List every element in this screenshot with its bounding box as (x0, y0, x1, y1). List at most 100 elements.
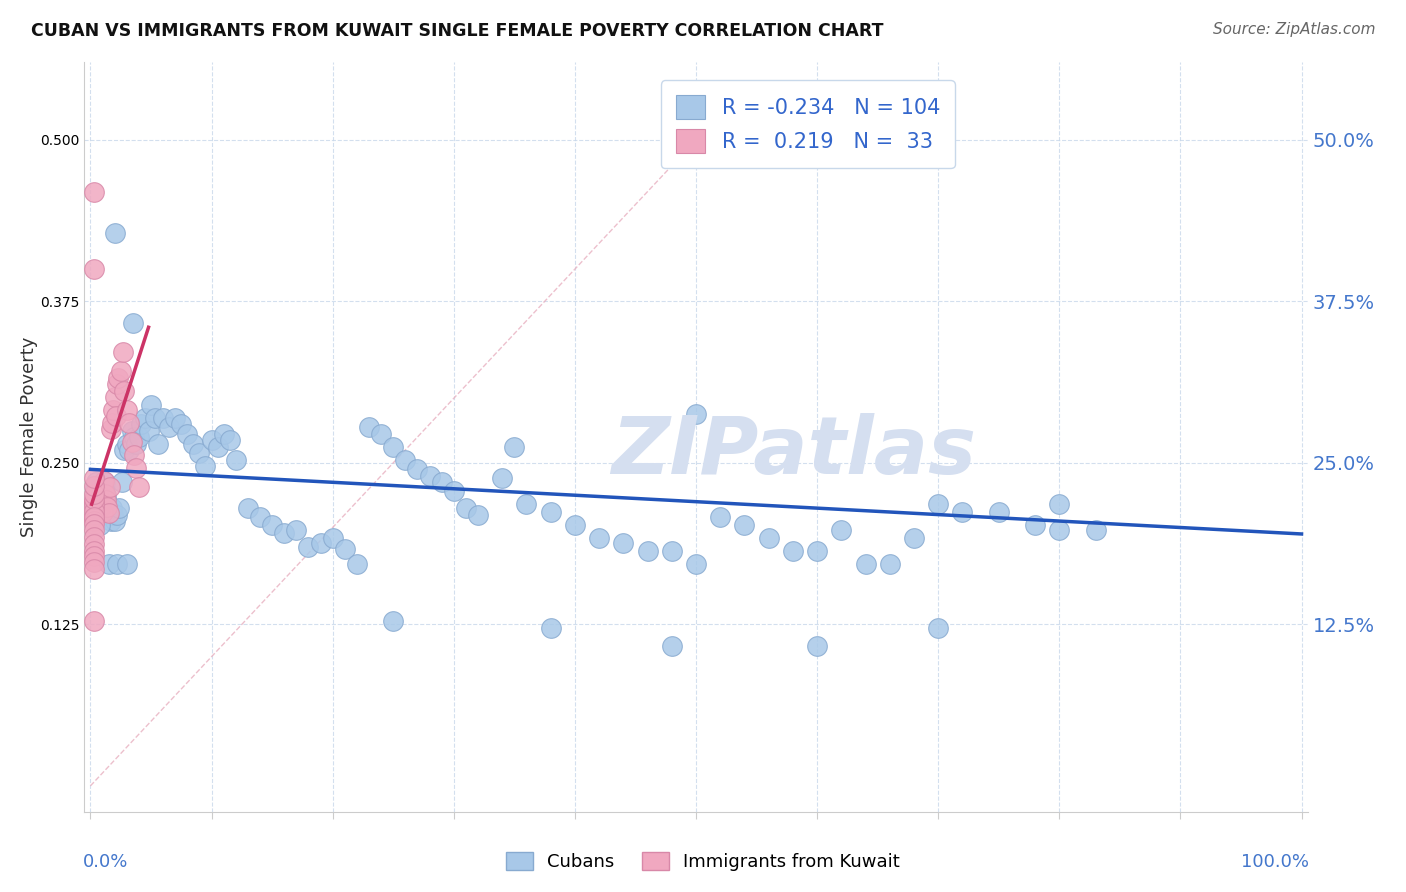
Point (200, 433, 222, 447)
Point (101, 501, 124, 516)
Point (84, 482, 107, 496)
Point (685, 557, 707, 571)
Point (165, 410, 187, 425)
Point (105, 557, 128, 571)
Point (1024, 517, 1046, 532)
Point (86, 488, 108, 502)
Point (83, 479, 105, 493)
Point (952, 505, 974, 519)
Point (125, 461, 148, 475)
Point (927, 497, 949, 511)
Point (107, 370, 129, 384)
Point (733, 517, 755, 532)
Point (987, 505, 1010, 519)
Point (879, 557, 901, 571)
Y-axis label: Single Female Poverty: Single Female Poverty (20, 337, 38, 537)
Point (540, 505, 562, 519)
Point (122, 430, 145, 444)
Point (382, 614, 405, 628)
Point (83, 530, 105, 544)
Point (97, 501, 120, 516)
Point (382, 441, 405, 455)
Point (115, 436, 138, 450)
Point (89, 493, 111, 508)
Point (103, 508, 125, 522)
Point (262, 517, 284, 532)
Legend: Cubans, Immigrants from Kuwait: Cubans, Immigrants from Kuwait (499, 845, 907, 879)
Point (709, 510, 731, 524)
Point (83, 494, 105, 508)
Point (83, 487, 105, 501)
Point (96, 500, 118, 514)
Point (515, 497, 537, 511)
Point (83, 516, 105, 531)
Point (782, 543, 804, 558)
Point (207, 441, 229, 455)
Point (830, 523, 852, 537)
Point (855, 557, 877, 571)
Point (83, 543, 105, 558)
Point (97, 557, 120, 571)
Point (122, 448, 145, 462)
Point (138, 424, 160, 438)
Point (188, 445, 211, 459)
Text: CUBAN VS IMMIGRANTS FROM KUWAIT SINGLE FEMALE POVERTY CORRELATION CHART: CUBAN VS IMMIGRANTS FROM KUWAIT SINGLE F… (31, 22, 883, 40)
Point (83, 471, 105, 485)
Point (100, 514, 122, 528)
Point (98, 508, 121, 522)
Point (564, 517, 586, 532)
Point (212, 427, 235, 442)
Point (93, 474, 115, 488)
Point (86, 492, 108, 507)
Point (503, 441, 526, 455)
Point (86, 487, 108, 501)
Point (1047, 523, 1070, 537)
Point (128, 480, 150, 494)
Point (105, 508, 128, 522)
Point (115, 403, 138, 417)
Point (454, 501, 477, 516)
Point (176, 427, 198, 442)
Point (129, 417, 152, 432)
Point (104, 226, 127, 240)
Point (101, 416, 124, 430)
Point (83, 510, 105, 524)
Point (86, 475, 108, 490)
Text: 0.0%: 0.0% (83, 853, 128, 871)
Point (685, 407, 707, 421)
Point (83, 494, 105, 508)
Text: ZIPatlas: ZIPatlas (612, 413, 976, 491)
Point (96, 494, 118, 508)
Point (91, 488, 114, 502)
Point (183, 436, 205, 450)
Point (96, 488, 118, 502)
Point (406, 462, 429, 476)
Point (285, 523, 308, 537)
Point (322, 531, 344, 545)
Point (83, 492, 105, 507)
Point (87, 501, 110, 516)
Point (612, 536, 634, 550)
Point (225, 453, 247, 467)
Point (806, 543, 828, 558)
Point (83, 523, 105, 537)
Point (83, 501, 105, 516)
Point (121, 317, 143, 331)
Point (491, 471, 513, 485)
Point (430, 475, 453, 490)
Point (927, 621, 949, 635)
Text: 100.0%: 100.0% (1241, 853, 1309, 871)
Point (112, 344, 135, 359)
Point (91, 505, 114, 519)
Point (84, 501, 107, 516)
Point (157, 419, 180, 434)
Point (83, 555, 105, 569)
Point (83, 497, 105, 511)
Point (104, 514, 127, 528)
Point (83, 504, 105, 518)
Point (104, 409, 127, 424)
Point (83, 508, 105, 522)
Point (112, 384, 135, 398)
Point (249, 510, 271, 524)
Point (346, 557, 368, 571)
